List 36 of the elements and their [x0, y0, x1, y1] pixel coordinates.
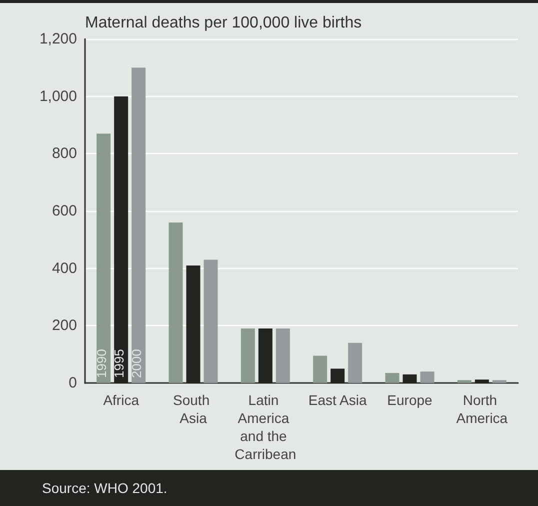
bar [168, 222, 183, 383]
series-label: 2000 [129, 349, 144, 378]
y-tick-label: 1,200 [39, 30, 77, 48]
y-tick-label: 800 [52, 145, 77, 162]
bar [114, 96, 128, 383]
y-tick-label: 200 [52, 317, 77, 334]
x-tick-label: North America [456, 392, 508, 426]
y-tick-label: 400 [52, 260, 77, 277]
series-label: 1995 [112, 349, 127, 378]
bar [474, 380, 489, 383]
bar [457, 380, 472, 383]
bar [96, 134, 111, 383]
bar [348, 342, 362, 383]
y-tick-label: 600 [52, 202, 77, 220]
y-tick-label: 0 [68, 374, 77, 392]
y-tick-label: 1,000 [39, 88, 77, 105]
bar [240, 328, 255, 383]
x-tick-label: East Asia [308, 392, 367, 408]
bar [330, 368, 345, 383]
series-label: 1990 [94, 349, 110, 378]
bar [402, 374, 417, 383]
chart-title: Maternal deaths per 100,000 live births [85, 14, 362, 32]
bar [313, 356, 328, 383]
source-note: Source: WHO 2001. [42, 480, 168, 496]
x-tick-label: Europe [387, 392, 433, 408]
bar [186, 265, 200, 383]
bar [204, 260, 218, 383]
x-tick-label: South Asia [173, 392, 214, 426]
x-tick-label: Latin America and the Carribean [234, 392, 296, 462]
bar [132, 68, 146, 383]
bar [420, 372, 434, 383]
bar [385, 372, 400, 383]
bar [258, 328, 272, 383]
bar [492, 380, 506, 383]
bar [276, 328, 290, 383]
x-tick-label: Africa [103, 392, 140, 408]
